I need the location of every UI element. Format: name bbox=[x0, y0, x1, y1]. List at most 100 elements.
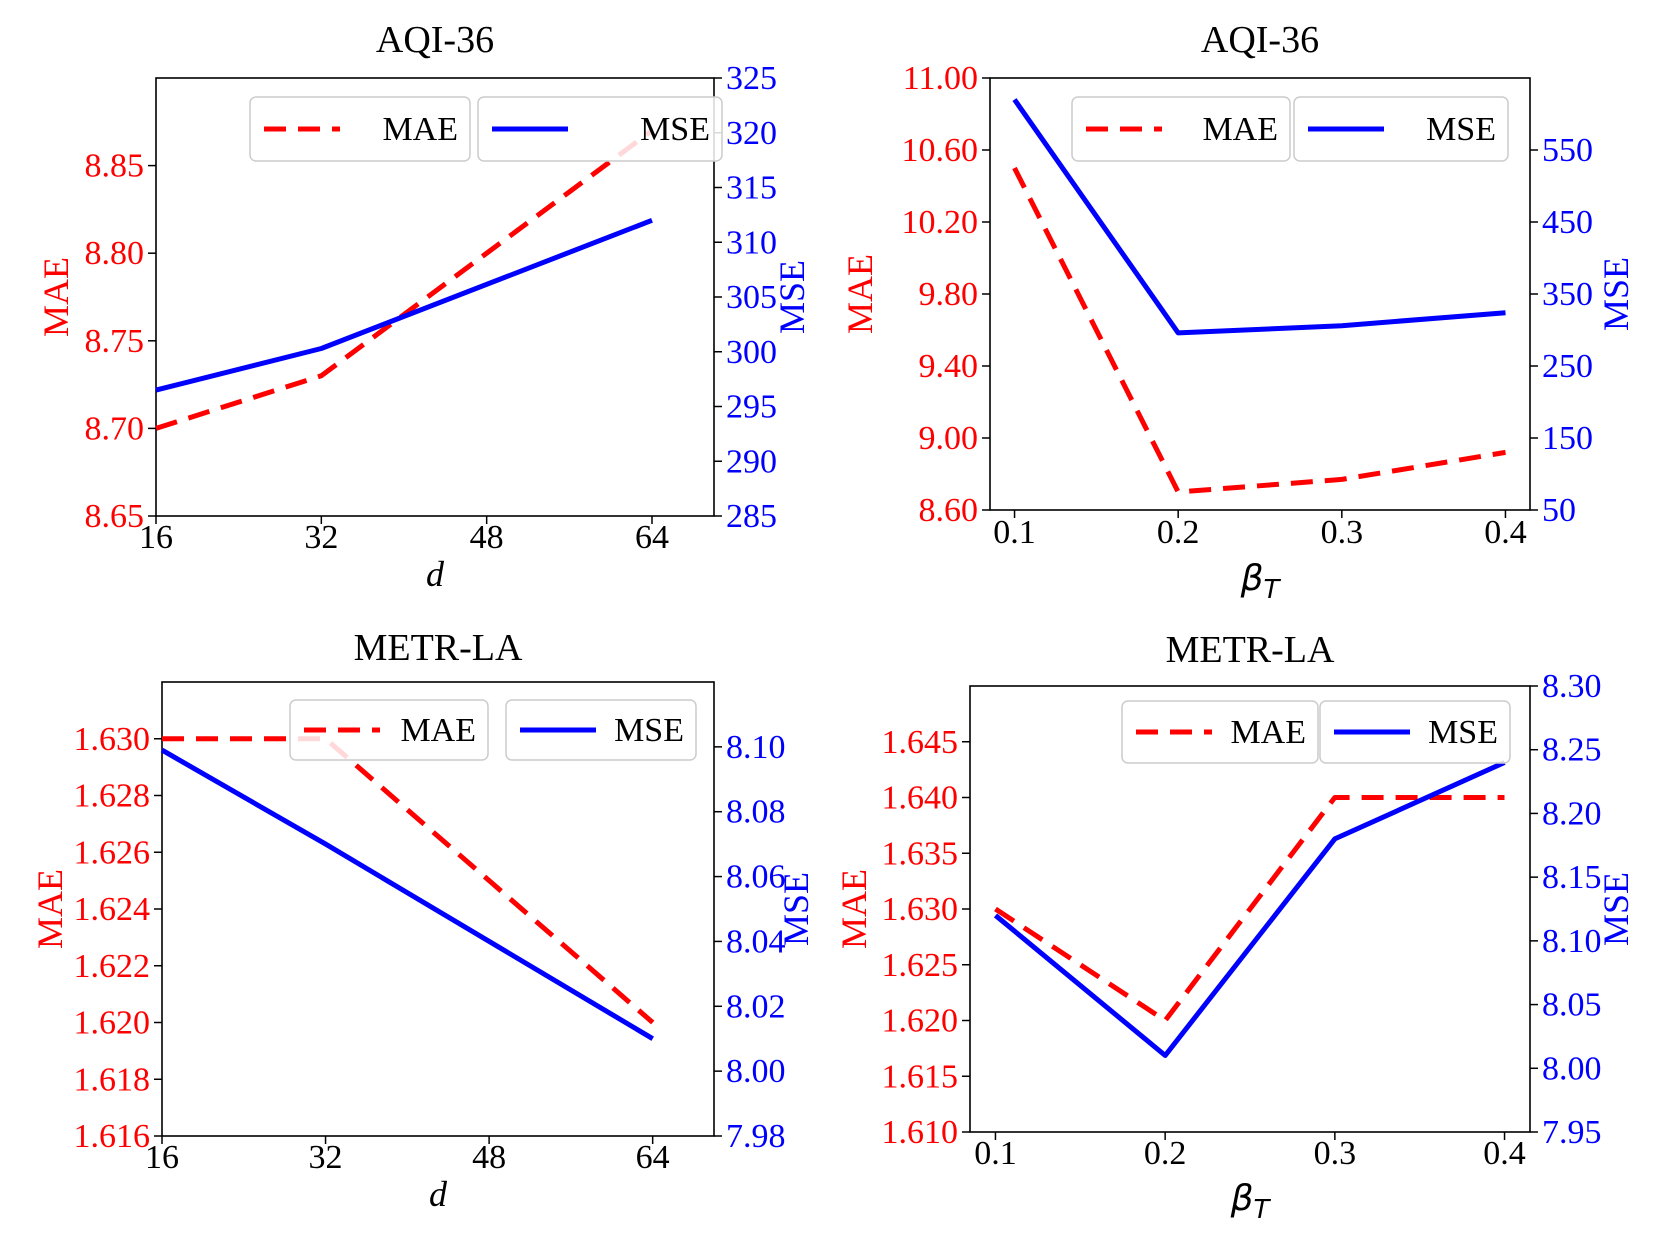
y-right-tick-label: 290 bbox=[726, 443, 777, 480]
legend-box bbox=[505, 699, 697, 761]
y-left-tick-label: 9.00 bbox=[919, 420, 979, 457]
y-left-tick-label: 1.645 bbox=[882, 724, 959, 761]
legend-label: MAE bbox=[400, 712, 476, 749]
y-left-tick-label: 8.80 bbox=[85, 235, 145, 272]
x-axis-label: d bbox=[429, 1174, 448, 1214]
y-right-tick-label: 7.98 bbox=[726, 1118, 786, 1155]
y-right-tick-label: 8.30 bbox=[1542, 668, 1602, 705]
legend-label: MAE bbox=[1230, 714, 1306, 751]
legend-entry-mse: MSE bbox=[505, 699, 697, 761]
x-axis-label: βT bbox=[1240, 558, 1282, 605]
y-right-tick-label: 8.08 bbox=[726, 794, 786, 831]
series-line-mse bbox=[1012, 98, 1506, 336]
legend-label: MAE bbox=[1202, 111, 1278, 148]
y-right-tick-label: 8.06 bbox=[726, 859, 786, 896]
y-right-tick-label: 8.20 bbox=[1542, 795, 1602, 832]
y-right-tick-label: 7.95 bbox=[1542, 1114, 1602, 1151]
y-left-tick-label: 1.635 bbox=[882, 835, 959, 872]
y-right-axis-label: MSE bbox=[776, 872, 816, 946]
y-left-tick-label: 9.40 bbox=[919, 348, 979, 385]
y-left-tick-label: 8.85 bbox=[85, 148, 145, 185]
series-line-mse bbox=[993, 760, 1506, 1058]
y-left-tick-label: 8.65 bbox=[85, 498, 145, 535]
legend-entry-mae: MAE bbox=[1071, 96, 1291, 162]
y-right-tick-label: 8.10 bbox=[1542, 923, 1602, 960]
y-right-tick-label: 315 bbox=[726, 170, 777, 207]
x-tick-label: 0.1 bbox=[974, 1135, 1017, 1172]
y-right-tick-label: 8.15 bbox=[1542, 859, 1602, 896]
series-line-mae bbox=[162, 736, 655, 1025]
x-axis-label-symbol: β bbox=[1230, 1178, 1254, 1219]
y-left-tick-label: 10.20 bbox=[902, 204, 979, 241]
x-axis-label-subscript: T bbox=[1264, 575, 1282, 605]
legend-entry-mae: MAE bbox=[289, 699, 489, 761]
y-right-axis-label: MSE bbox=[1596, 872, 1636, 946]
x-tick-label: 48 bbox=[470, 519, 504, 556]
y-right-tick-label: 295 bbox=[726, 389, 777, 426]
y-left-tick-label: 11.00 bbox=[903, 60, 978, 97]
y-left-axis-label: MAE bbox=[36, 257, 76, 337]
series-line-mse bbox=[155, 217, 653, 393]
y-right-tick-label: 150 bbox=[1542, 420, 1593, 457]
legend-box bbox=[289, 699, 489, 761]
chart-title: METR-LA bbox=[1166, 629, 1335, 671]
x-tick-label: 48 bbox=[472, 1139, 506, 1176]
y-left-tick-label: 1.630 bbox=[882, 891, 959, 928]
y-left-tick-label: 1.610 bbox=[882, 1114, 959, 1151]
y-right-tick-label: 450 bbox=[1542, 204, 1593, 241]
y-right-tick-label: 8.02 bbox=[726, 988, 786, 1025]
y-right-tick-label: 550 bbox=[1542, 132, 1593, 169]
y-left-tick-label: 1.628 bbox=[74, 778, 151, 815]
legend-box bbox=[1293, 96, 1509, 162]
y-left-tick-label: 9.80 bbox=[919, 276, 979, 313]
y-left-tick-label: 1.622 bbox=[74, 948, 151, 985]
y-left-tick-label: 1.640 bbox=[882, 780, 959, 817]
y-left-tick-label: 8.60 bbox=[919, 492, 979, 529]
chart-3: METR-LA 16 32 48 64 d 1.616 1.618 1.620 1.622 1.62… bbox=[30, 627, 816, 1214]
series-line-mse bbox=[160, 747, 654, 1041]
legend-label: MAE bbox=[382, 111, 458, 148]
x-tick-label: 0.3 bbox=[1321, 514, 1364, 551]
y-right-tick-label: 8.25 bbox=[1542, 732, 1602, 769]
legend-label: MSE bbox=[1426, 111, 1496, 148]
series-line-mae bbox=[1012, 166, 1506, 495]
series-line-mae bbox=[994, 795, 1505, 1023]
y-left-tick-label: 1.625 bbox=[882, 947, 959, 984]
y-right-tick-label: 8.05 bbox=[1542, 987, 1602, 1024]
y-right-tick-label: 250 bbox=[1542, 348, 1593, 385]
y-left-tick-label: 1.616 bbox=[74, 1118, 151, 1155]
y-right-tick-label: 320 bbox=[726, 115, 777, 152]
y-left-tick-label: 1.626 bbox=[74, 834, 151, 871]
chart-4: METR-LA 0.1 0.2 0.3 0.4 βT 1.610 1.615 1.620 1.62… bbox=[834, 629, 1636, 1225]
legend-box bbox=[1319, 700, 1511, 764]
legend-label: MSE bbox=[640, 111, 710, 148]
y-right-tick-label: 300 bbox=[726, 334, 777, 371]
legend-box bbox=[1121, 700, 1319, 764]
chart-title: METR-LA bbox=[354, 627, 523, 669]
y-right-tick-label: 8.04 bbox=[726, 923, 786, 960]
x-axis-label-symbol: β bbox=[1240, 558, 1264, 599]
y-right-tick-label: 325 bbox=[726, 60, 777, 97]
legend-label: MSE bbox=[1428, 714, 1498, 751]
x-tick-label: 64 bbox=[635, 519, 669, 556]
legend-entry-mse: MSE bbox=[1293, 96, 1509, 162]
x-tick-label: 64 bbox=[636, 1139, 670, 1176]
y-left-tick-label: 1.620 bbox=[74, 1005, 151, 1042]
y-left-tick-label: 1.618 bbox=[74, 1061, 151, 1098]
y-right-tick-label: 50 bbox=[1542, 492, 1576, 529]
y-left-axis-label: MAE bbox=[840, 254, 880, 334]
y-right-axis-label: MSE bbox=[772, 260, 812, 334]
x-tick-label: 0.2 bbox=[1157, 514, 1200, 551]
y-right-tick-label: 310 bbox=[726, 224, 777, 261]
y-left-tick-label: 8.70 bbox=[85, 410, 145, 447]
y-right-tick-label: 8.00 bbox=[726, 1053, 786, 1090]
series-line-mae bbox=[155, 128, 654, 431]
y-right-tick-label: 285 bbox=[726, 498, 777, 535]
y-left-tick-label: 1.630 bbox=[74, 721, 151, 758]
y-left-tick-label: 1.624 bbox=[74, 891, 151, 928]
legend-box bbox=[1071, 96, 1291, 162]
legend-box bbox=[249, 96, 471, 162]
chart-title: AQI-36 bbox=[1201, 19, 1319, 61]
x-tick-label: 16 bbox=[145, 1139, 179, 1176]
